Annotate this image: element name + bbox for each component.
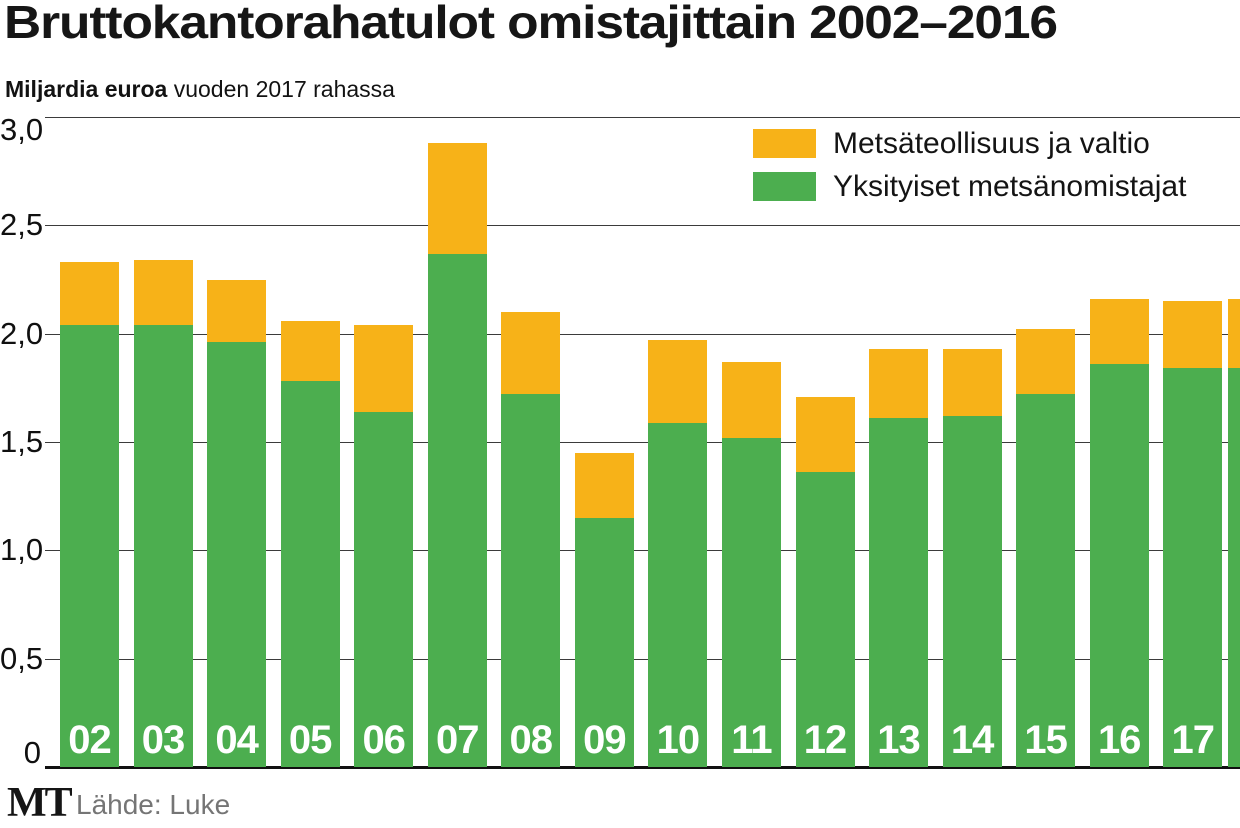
gridline — [45, 225, 1240, 227]
bar-03: 03 — [133, 260, 193, 767]
bar-05: 05 — [280, 320, 340, 767]
bar-17: 17 — [1163, 301, 1223, 767]
legend: Metsäteollisuus ja valtio Yksityiset met… — [753, 127, 1186, 213]
bar-04: 04 — [207, 279, 267, 767]
segment-private-owners — [942, 416, 1002, 767]
segment-industry-state — [501, 312, 561, 395]
segment-industry-state — [354, 325, 414, 412]
y-tick-label: 1,5 — [0, 424, 44, 459]
segment-industry-state — [721, 361, 781, 438]
segment-industry-state — [280, 320, 340, 382]
bar-15: 15 — [1016, 329, 1076, 767]
y-tick-label: 0,5 — [0, 640, 44, 676]
bar-02: 02 — [60, 262, 119, 767]
bar-cropped-right-edge — [1228, 299, 1240, 767]
segment-private-owners — [501, 394, 561, 767]
bar-year-label: 08 — [509, 718, 554, 762]
gridline — [45, 550, 1240, 552]
legend-label-private-owners: Yksityiset metsänomistajat — [833, 169, 1187, 203]
bar-09: 09 — [574, 452, 634, 767]
bar-12: 12 — [795, 396, 855, 767]
x-axis-line — [45, 766, 1240, 769]
segment-private-owners — [1089, 364, 1149, 767]
source-text: Lähde: Luke — [76, 789, 231, 820]
segment-industry-state — [60, 262, 119, 325]
bar-year-label: 05 — [288, 718, 333, 762]
bar-year-label: 06 — [362, 718, 406, 762]
bar-08: 08 — [501, 312, 561, 767]
bar-year-label: 10 — [656, 718, 701, 762]
bar-13: 13 — [869, 348, 929, 767]
segment-private-owners — [721, 437, 781, 767]
bar-year-label: 16 — [1097, 718, 1142, 762]
segment-industry-state — [869, 348, 929, 419]
bar-year-label: 07 — [436, 718, 480, 762]
segment-private-owners — [427, 253, 487, 767]
segment-industry-state — [942, 348, 1002, 416]
segment-industry-state — [574, 452, 634, 518]
gridline — [45, 333, 1240, 335]
page-title: Bruttokantorahatulot omistajittain 2002–… — [4, 0, 1058, 48]
y-tick-label: 3,0 — [0, 112, 44, 147]
bar-07: 07 — [427, 143, 487, 767]
subtitle-note: vuoden 2017 rahassa — [167, 76, 395, 102]
gridline — [45, 658, 1240, 660]
bar-year-label: 12 — [803, 718, 848, 762]
segment-private-owners — [795, 472, 855, 767]
segment-industry-state — [207, 279, 267, 343]
segment-private-owners — [574, 517, 634, 767]
bar-10: 10 — [648, 340, 708, 767]
segment-private-owners — [280, 381, 340, 767]
segment-private-owners — [648, 422, 708, 767]
segment-private-owners — [60, 325, 119, 767]
segment-private-owners — [1016, 394, 1076, 767]
segment-industry-state — [133, 260, 193, 325]
bar-year-label: 09 — [583, 718, 627, 762]
y-tick-label: 1,0 — [0, 532, 44, 568]
bar-06: 06 — [354, 325, 414, 767]
segment-private-owners — [1228, 368, 1240, 767]
legend-label-industry-state: Metsäteollisuus ja valtio — [833, 126, 1150, 160]
bar-year-label: 13 — [877, 718, 921, 762]
bar-year-label: 17 — [1171, 718, 1216, 762]
bar-14: 14 — [942, 348, 1002, 767]
gridline — [45, 442, 1240, 443]
legend-swatch-orange — [753, 129, 816, 158]
segment-private-owners — [207, 342, 267, 767]
segment-industry-state — [1163, 301, 1223, 369]
segment-private-owners — [133, 325, 193, 767]
bar-16: 16 — [1089, 299, 1149, 767]
bar-year-label: 04 — [215, 718, 259, 762]
segment-private-owners — [1163, 368, 1223, 767]
bar-year-label: 11 — [731, 718, 772, 762]
legend-item-industry-state: Metsäteollisuus ja valtio — [753, 127, 1186, 160]
bar-year-label: 03 — [141, 718, 186, 762]
y-tick-label: 0 — [23, 735, 41, 770]
y-tick-label: 2,5 — [0, 207, 44, 243]
segment-industry-state — [648, 340, 708, 423]
gridline — [45, 117, 1240, 118]
segment-industry-state — [1089, 299, 1149, 364]
legend-swatch-green — [753, 172, 816, 201]
segment-industry-state — [427, 143, 487, 254]
segment-industry-state — [1016, 329, 1076, 395]
segment-private-owners — [869, 418, 929, 767]
segment-private-owners — [354, 411, 414, 767]
subtitle: Miljardia euroa vuoden 2017 rahassa — [5, 76, 395, 103]
segment-industry-state — [1228, 299, 1240, 369]
bar-year-label: 14 — [950, 718, 995, 762]
bars-layer: 02 03 04 05 06 07 08 09 10 11 12 13 14 15 16 17 — [57, 117, 1240, 767]
y-tick-label: 2,0 — [0, 315, 44, 351]
bar-year-label: 02 — [68, 718, 112, 762]
mt-logo: MT — [7, 780, 73, 826]
subtitle-unit: Miljardia euroa — [5, 76, 168, 102]
bar-11: 11 — [721, 361, 781, 767]
legend-item-private-owners: Yksityiset metsänomistajat — [753, 170, 1186, 203]
segment-industry-state — [795, 396, 855, 473]
bar-year-label: 15 — [1024, 718, 1068, 762]
